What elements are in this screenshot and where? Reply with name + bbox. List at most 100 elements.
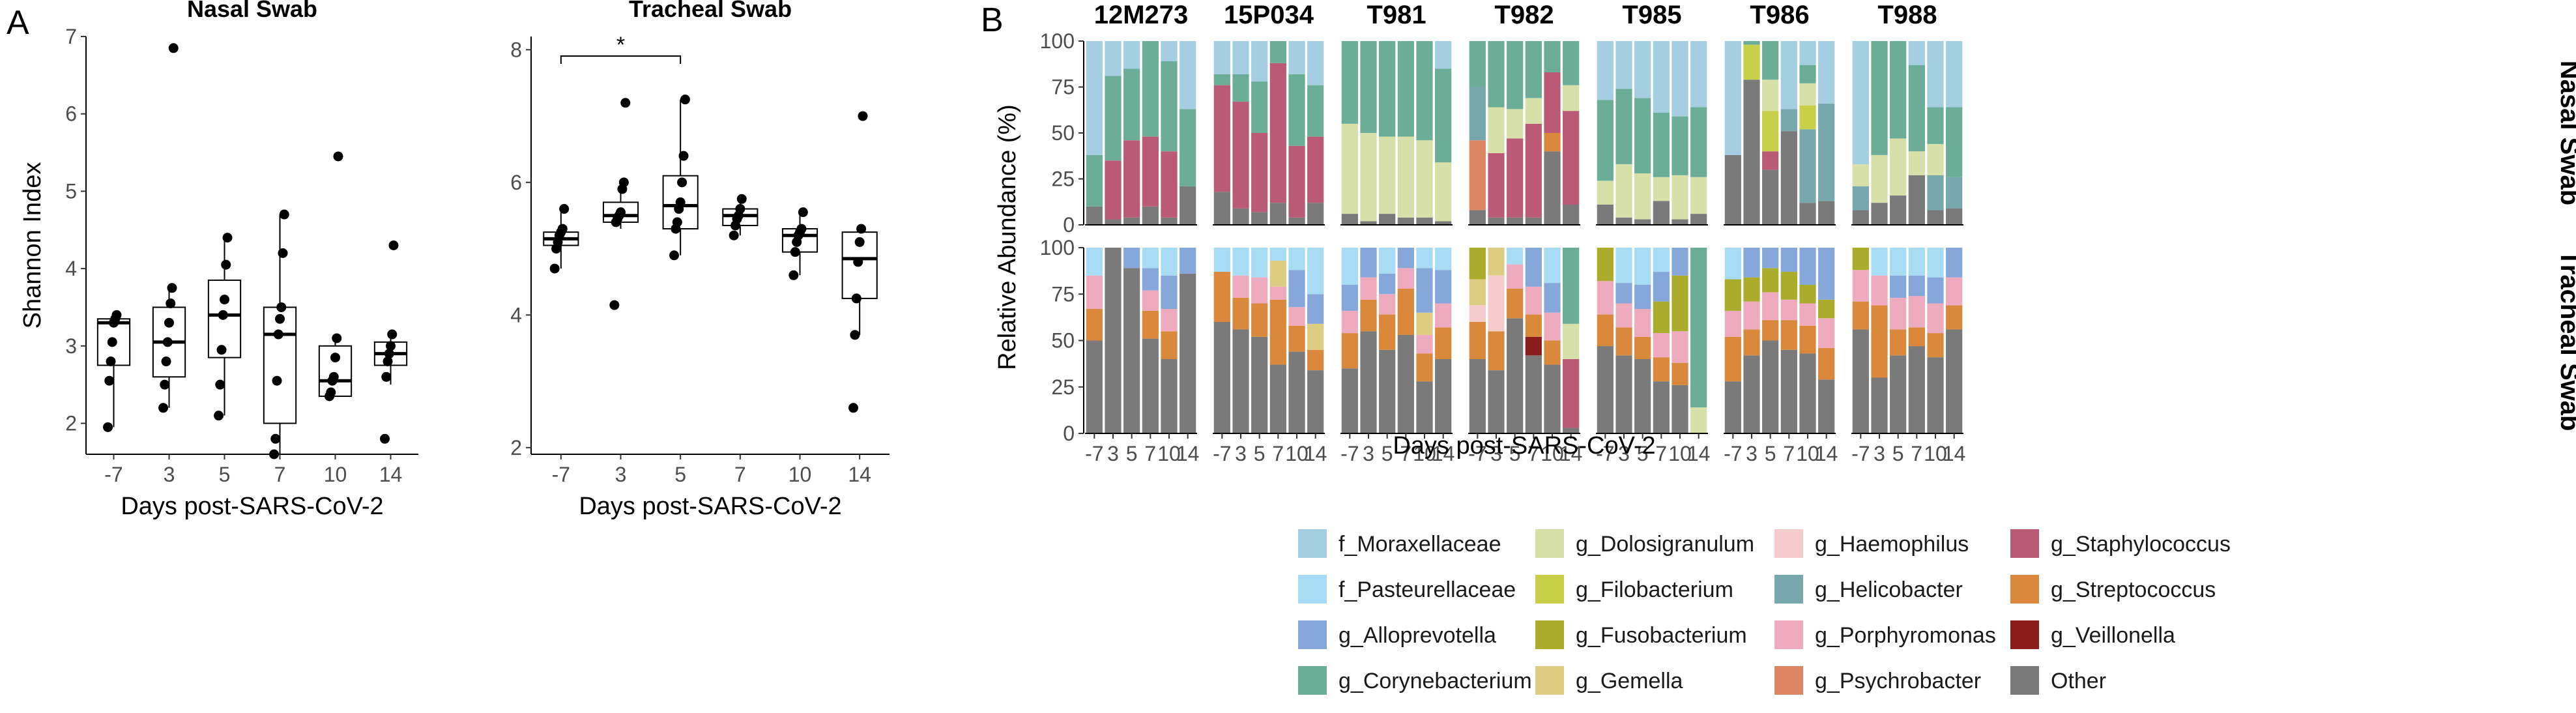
bar-segment-other — [1232, 329, 1249, 433]
bar-segment-g-streptococcus — [1161, 331, 1178, 359]
bar-segment-f-moraxellaceae — [1161, 41, 1178, 62]
bar-segment-other — [1762, 340, 1779, 433]
bar-segment-f-moraxellaceae — [1105, 41, 1122, 76]
legend-label: g_Alloprevotella — [1339, 623, 1496, 648]
bar-segment-g-corynebacterium — [1946, 107, 1963, 177]
bar-segment-g-psychrobacter — [1469, 140, 1486, 211]
y-axis-title: Relative Abundance (%) — [994, 104, 1021, 370]
bar-segment-other — [1799, 203, 1816, 225]
y-axis-title: Shannon Index — [19, 162, 46, 329]
x-axis-title: Days post-SARS-CoV-2 — [121, 493, 383, 520]
bar-segment-g-dolosigranulum — [1852, 164, 1869, 186]
bar-segment-g-fusobacterium — [1852, 248, 1869, 270]
bar-segment-g-fusobacterium — [1597, 248, 1614, 282]
y-tick-label: 2 — [510, 436, 522, 459]
bar-segment-other — [1653, 381, 1670, 433]
bar-segment-g-dolosigranulum — [1397, 136, 1414, 218]
bar-segment-g-helicobacter — [1946, 177, 1963, 209]
chart-title: Tracheal Swab — [629, 0, 792, 22]
bar-segment-other — [1179, 273, 1196, 433]
bar-segment-g-alloprevotella — [1435, 270, 1452, 304]
bar-segment-g-alloprevotella — [1179, 248, 1196, 274]
bar-segment-g-porphyromonas — [1232, 275, 1249, 298]
x-tick-label: -7 — [552, 463, 570, 486]
data-point — [557, 224, 568, 234]
bar-segment-g-corynebacterium — [1307, 85, 1324, 137]
bar-segment-g-gemella — [1469, 279, 1486, 306]
bar-segment-g-dolosigranulum — [1672, 175, 1688, 220]
x-tick-label: -7 — [1213, 442, 1231, 465]
bar-segment-other — [1871, 377, 1888, 433]
x-tick-label: 3 — [1618, 442, 1630, 465]
y-tick-label: 50 — [1051, 329, 1075, 353]
bar-segment-g-streptococcus — [1435, 327, 1452, 359]
bar-segment-g-staphylococcus — [1123, 140, 1140, 218]
bar-segment-g-staphylococcus — [1525, 123, 1542, 218]
bar-segment-g-porphyromonas — [1762, 292, 1779, 321]
bar-segment-other — [1086, 206, 1103, 225]
bar-segment-g-streptococcus — [1672, 362, 1688, 385]
tracheal-boxplot: Tracheal Swab 2 4 6 8 -7 3 5 7 10 14 Days post-SARS… — [510, 0, 890, 520]
bar-segment-other — [1123, 268, 1140, 433]
x-tick-label: 10 — [1924, 442, 1947, 465]
bar-segment-g-streptococcus — [1597, 314, 1614, 347]
y-tick-label: 4 — [65, 257, 77, 280]
data-point — [167, 283, 177, 293]
bar-segment-f-pasteurellaceae — [1232, 248, 1249, 276]
bar-segment-other — [1634, 219, 1651, 225]
data-point — [161, 357, 171, 367]
bar-segment-g-staphylococcus — [1307, 136, 1324, 203]
bar-segment-f-moraxellaceae — [1799, 41, 1816, 65]
bar-segment-other — [1251, 336, 1268, 433]
bar-segment-f-pasteurellaceae — [1269, 248, 1286, 261]
bar-segment-other — [1563, 204, 1580, 225]
bar-segment-other — [1818, 379, 1835, 433]
bar-segment-f-moraxellaceae — [1597, 41, 1614, 100]
legend-swatch-g-dolosigranulum — [1535, 529, 1564, 558]
bar-segment-g-streptococcus — [1142, 310, 1159, 339]
bar-segment-g-porphyromonas — [1818, 318, 1835, 348]
bar-segment-g-porphyromonas — [1435, 303, 1452, 328]
bar-segment-g-alloprevotella — [1544, 283, 1561, 313]
bar-segment-other — [1379, 349, 1396, 433]
bar-segment-other — [1435, 359, 1452, 433]
legend-swatch-g-fusobacterium — [1535, 620, 1564, 649]
bar-segment-g-porphyromonas — [1142, 290, 1159, 311]
bar-segment-f-pasteurellaceae — [1213, 248, 1230, 272]
bar-segment-other — [1597, 204, 1614, 225]
y-tick-label: 6 — [65, 102, 77, 126]
bar-segment-g-corynebacterium — [1251, 81, 1268, 133]
bar-segment-f-moraxellaceae — [1690, 41, 1707, 108]
bar-segment-other — [1743, 355, 1760, 433]
bar-segment-g-streptococcus — [1251, 303, 1268, 337]
data-point — [680, 95, 690, 105]
bar-segment-g-streptococcus — [1379, 314, 1396, 350]
bar-segment-g-alloprevotella — [1379, 273, 1396, 295]
bar-segment-g-corynebacterium — [1544, 41, 1561, 72]
data-point — [164, 317, 174, 328]
data-point — [215, 379, 225, 390]
bar-segment-other — [1288, 217, 1305, 225]
bar-segment-other — [1927, 357, 1944, 433]
legend-swatch-f-moraxellaceae — [1298, 529, 1327, 558]
bar-segment-g-dolosigranulum — [1690, 407, 1707, 433]
bar-segment-g-porphyromonas — [1743, 301, 1760, 330]
bar-segment-g-porphyromonas — [1927, 303, 1944, 334]
bar-segment-f-moraxellaceae — [1724, 41, 1741, 155]
bar-segment-g-corynebacterium — [1086, 154, 1103, 207]
bar-segment-f-pasteurellaceae — [1890, 248, 1907, 276]
bar-segment-f-pasteurellaceae — [1615, 248, 1632, 284]
legend-label: g_Psychrobacter — [1815, 669, 1981, 693]
data-point — [851, 293, 861, 304]
bar-segment-g-porphyromonas — [1507, 264, 1524, 289]
bar-segment-g-corynebacterium — [1435, 68, 1452, 163]
bar-segment-g-streptococcus — [1488, 331, 1505, 371]
bar-segment-g-alloprevotella — [1525, 248, 1542, 287]
data-point — [672, 217, 682, 227]
facet-strip-label: T986 — [1750, 1, 1809, 29]
bar-segment-g-dolosigranulum — [1488, 107, 1505, 154]
x-tick-label: 3 — [615, 463, 627, 486]
bar-segment-g-dolosigranulum — [1525, 98, 1542, 124]
bar-segment-g-dolosigranulum — [1762, 80, 1779, 111]
bar-segment-g-dolosigranulum — [1634, 173, 1651, 220]
